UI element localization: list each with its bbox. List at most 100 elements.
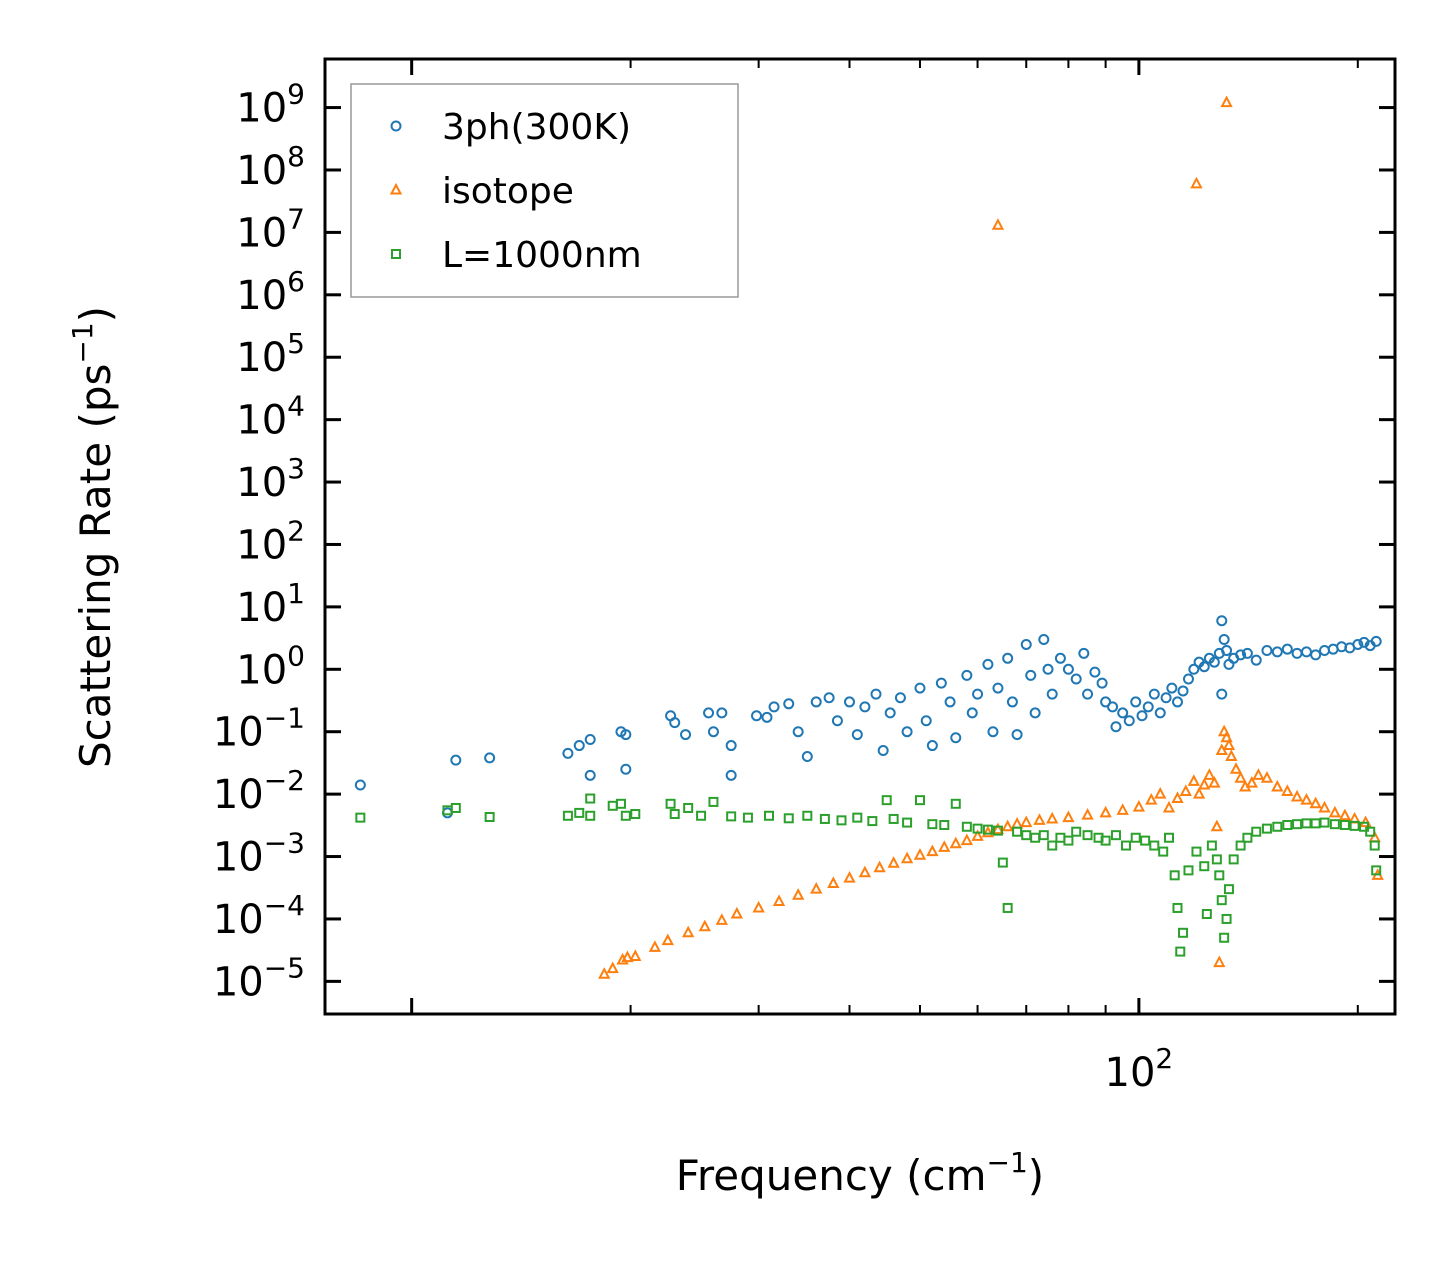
- data-point: [484, 752, 496, 764]
- data-point: [972, 688, 984, 700]
- data-point: [1339, 820, 1350, 831]
- data-point: [752, 900, 765, 913]
- data-point: [783, 698, 795, 710]
- data-point: [1100, 835, 1111, 846]
- data-point: [1130, 832, 1141, 843]
- data-point: [1123, 715, 1135, 727]
- data-point: [665, 798, 676, 809]
- data-point: [1281, 643, 1293, 655]
- data-point: [1216, 688, 1228, 700]
- data-point: [1006, 696, 1018, 708]
- data-point: [1046, 811, 1059, 824]
- data-point: [1020, 815, 1033, 828]
- data-point: [1179, 784, 1192, 797]
- data-point: [938, 840, 951, 852]
- data-point: [1171, 696, 1183, 708]
- data-point: [902, 817, 913, 828]
- data-point: [852, 812, 863, 823]
- data-point: [1371, 865, 1382, 876]
- data-point: [1046, 688, 1058, 700]
- data-point: [1130, 696, 1142, 708]
- data-point: [1171, 791, 1184, 804]
- data-point: [620, 810, 631, 821]
- data-point: [585, 810, 596, 821]
- data-point: [761, 711, 773, 723]
- data-point: [1251, 826, 1262, 837]
- data-point: [1011, 729, 1023, 741]
- data-point: [1203, 768, 1216, 780]
- data-point: [606, 961, 619, 974]
- data-point: [661, 933, 674, 946]
- data-point: [1219, 932, 1230, 943]
- data-point: [1178, 927, 1189, 938]
- y-axis-ticks: 10−5 10−4 10−3 10−2 10−1 100 101 102 103 104 105 10…: [213, 78, 1395, 1005]
- data-point: [1192, 786, 1206, 799]
- data-point: [1213, 955, 1226, 968]
- data-point: [598, 967, 611, 979]
- data-point: [772, 894, 786, 907]
- data-point: [708, 796, 719, 807]
- data-point: [914, 682, 926, 694]
- data-point: [1358, 636, 1370, 648]
- data-point: [584, 734, 596, 746]
- data-point: [1222, 738, 1236, 751]
- data-point: [1038, 634, 1050, 646]
- data-point: [680, 729, 692, 741]
- data-point: [1225, 749, 1238, 762]
- data-point: [1301, 818, 1312, 829]
- data-point: [1211, 854, 1222, 865]
- data-point: [1242, 832, 1253, 843]
- y-tick-label: 105: [236, 327, 305, 381]
- data-point: [1132, 799, 1146, 812]
- y-tick-label: 10−4: [213, 889, 305, 943]
- data-point: [1030, 832, 1041, 843]
- data-point: [992, 825, 1003, 836]
- data-point: [1310, 818, 1321, 829]
- data-point: [1117, 707, 1129, 719]
- data-point: [1201, 909, 1212, 920]
- legend: 3ph(300K) isotope L=1000nm: [350, 83, 739, 298]
- data-point: [1370, 635, 1382, 647]
- data-point: [1223, 884, 1234, 895]
- data-point: [1223, 658, 1235, 670]
- data-point: [1218, 634, 1230, 646]
- data-point: [1228, 854, 1239, 865]
- data-point: [1292, 819, 1303, 830]
- legend-label: L=1000nm: [442, 235, 642, 276]
- data-point: [867, 816, 878, 827]
- data-point: [1136, 710, 1148, 722]
- data-point: [1110, 830, 1121, 841]
- data-point: [819, 813, 830, 824]
- legend-label: isotope: [442, 171, 574, 212]
- data-point: [823, 692, 835, 704]
- data-point: [1338, 808, 1352, 821]
- data-point: [669, 809, 680, 820]
- data-point: [562, 810, 573, 821]
- data-point: [1319, 645, 1331, 657]
- data-point: [844, 696, 856, 708]
- y-tick-label: 103: [236, 452, 305, 506]
- data-point: [630, 809, 641, 820]
- data-point: [939, 820, 950, 831]
- data-point: [1096, 677, 1108, 689]
- data-point: [966, 707, 978, 719]
- data-point: [768, 701, 780, 713]
- data-point: [1100, 696, 1112, 708]
- data-point: [1290, 789, 1304, 802]
- data-point: [1241, 647, 1253, 659]
- data-point: [1235, 840, 1246, 851]
- data-point: [1012, 826, 1023, 837]
- data-point: [1149, 840, 1160, 851]
- y-tick-label: 100: [236, 639, 305, 693]
- data-point: [1110, 721, 1122, 733]
- data-point: [1198, 661, 1210, 673]
- data-point: [1329, 819, 1340, 830]
- data-point: [1260, 771, 1274, 783]
- data-point: [992, 682, 1004, 694]
- data-point: [1038, 830, 1049, 841]
- data-point: [648, 940, 662, 952]
- data-point: [1107, 701, 1119, 713]
- y-tick-label: 107: [236, 202, 305, 256]
- data-point: [944, 696, 956, 708]
- x-tick-label: 102: [1105, 1042, 1174, 1096]
